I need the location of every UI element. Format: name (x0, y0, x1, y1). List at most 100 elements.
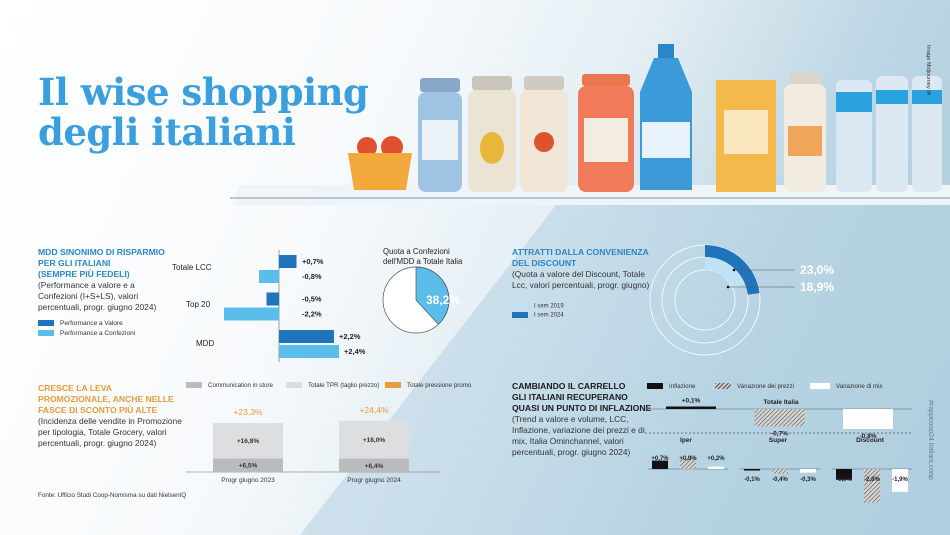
mdd-heading-3: (SEMPRE PIÙ FEDELI) (38, 269, 130, 279)
pie-title-2: dell'MDD a Totale Italia (383, 257, 463, 266)
pie-slice (415, 266, 450, 325)
segment-label: +18,0% (363, 437, 385, 444)
shelf-products-illustration (348, 44, 942, 192)
category-label: MDD (196, 339, 215, 348)
segment-label: +6,5% (239, 463, 258, 470)
data-label: +2,4% (344, 347, 366, 356)
jar-icon (418, 78, 462, 192)
pie-title-1: Quota a Confezioni (383, 247, 450, 256)
discount-heading-1: ATTRATTI DALLA CONVENIENZA (512, 247, 649, 257)
donut-ring (674, 269, 736, 331)
discount-subtitle: (Quota a valore del Discount, Totale Lcc… (512, 269, 650, 290)
inflation-heading-1: CAMBIANDO IL CARRELLO (512, 381, 626, 391)
bar (772, 469, 788, 474)
legend-swatch (186, 382, 202, 389)
leader-dot (732, 268, 736, 272)
promo-heading-2: PROMOZIONALE, ANCHE NELLE (38, 394, 174, 404)
segment-label: +16,8% (237, 438, 259, 445)
stacked-bar-segment (339, 458, 409, 472)
legend-label: I sem 2019 (534, 303, 564, 310)
bar (843, 409, 893, 429)
total-label: +24,4% (359, 405, 389, 415)
promo-heading-1: CRESCE LA LEVA (38, 383, 113, 393)
legend-2024: I sem 2024 (512, 311, 652, 318)
legend-communication: Communication in store (186, 382, 273, 389)
bar (864, 469, 880, 503)
total-label: +23,3% (233, 407, 263, 417)
legend-swatch (385, 382, 401, 389)
donut-label-2024: 23,0% (800, 263, 834, 277)
panel-title: Discount (856, 437, 885, 444)
legend-inflazione: Inflazione (647, 383, 696, 390)
data-label: -0,1% (744, 477, 760, 483)
page-title: Il wise shopping degli italiani (38, 72, 369, 154)
inflation-subtitle: (Trend a valore e volume, LCC, Inflazion… (512, 414, 645, 457)
legend-mix: Variazione di mix (810, 383, 883, 390)
discount-heading-2: DEL DISCOUNT (512, 258, 577, 268)
inflation-section-text: CAMBIANDO IL CARRELLO GLI ITALIANI RECUP… (512, 381, 657, 458)
bar-confezioni (224, 307, 279, 321)
legend-valore: Performance a Valore (38, 320, 173, 327)
bar (836, 469, 852, 480)
bar-valore (266, 292, 279, 306)
jar-icon (468, 76, 516, 192)
legend-label: Performance a Valore (60, 320, 123, 327)
legend-label: Communication in store (208, 382, 273, 389)
title-line-2: degli italiani (38, 110, 296, 154)
data-label: +2,2% (339, 332, 361, 341)
box-icon (716, 80, 776, 192)
legend-label: Totale TPR (taglio prezzo) (308, 382, 380, 389)
inflation-heading-3: QUASI UN PUNTO DI INFLAZIONE (512, 403, 652, 413)
bar-valore (279, 255, 297, 268)
bar-valore (279, 330, 334, 343)
legend-confezioni: Performance a Confezioni (38, 330, 173, 337)
legend-totale-promo: Totale pressione promo (385, 382, 471, 389)
data-label: -0,7% (771, 431, 788, 438)
legend-swatch (715, 383, 731, 390)
category-label: Progr giugno 2024 (347, 477, 401, 484)
data-label: -0,8% (302, 272, 322, 281)
bar (892, 469, 908, 492)
jar-icon (784, 72, 826, 192)
bar (652, 460, 668, 469)
legend-swatch (647, 383, 663, 390)
stacked-bar-segment (213, 458, 283, 472)
category-label: Totale LCC (172, 263, 212, 272)
mdd-heading-1: MDD SINONIMO DI RISPARMIO (38, 247, 165, 257)
legend-swatch (38, 320, 54, 327)
panel-title: Super (769, 437, 788, 444)
legend-swatch (512, 303, 528, 309)
data-label: -1,9% (892, 477, 908, 483)
bottle-icon (876, 76, 908, 192)
source-note: Fonte: Ufficio Studi Coop-Nomisma su dat… (38, 492, 187, 499)
legend-label: Variazione di mix (836, 383, 883, 390)
jar-icon (520, 76, 568, 192)
legend-2019: I sem 2019 (512, 303, 652, 310)
promo-subtitle: (Incidenza delle vendite in Promozione p… (38, 416, 182, 448)
data-label: -0,8% (860, 433, 877, 440)
data-label: +0,7% (302, 257, 324, 266)
legend-label: Totale pressione promo (407, 382, 472, 389)
legend-swatch (512, 311, 528, 318)
data-label: -0,9% (836, 477, 852, 483)
legend-swatch (810, 383, 830, 390)
legend-tpr: Totale TPR (taglio prezzo) (286, 382, 379, 389)
data-label: +0,9% (679, 456, 697, 462)
mdd-section-text: MDD SINONIMO DI RISPARMIO PER GLI ITALIA… (38, 247, 173, 337)
stacked-bar-segment (339, 420, 409, 459)
data-label: -0,4% (772, 477, 788, 483)
bar-confezioni (279, 345, 339, 358)
segment-label: +6,4% (365, 463, 384, 470)
bar (680, 458, 696, 469)
category-label: Top 20 (186, 300, 211, 309)
legend-label: Performance a Confezioni (60, 330, 136, 337)
bar-confezioni (259, 270, 279, 283)
legend-swatch (38, 330, 54, 337)
pie-value-label: 38,2% (426, 293, 460, 307)
panel-title: Iper (680, 437, 692, 444)
leader-dot (726, 285, 730, 289)
category-label: Progr giugno 2023 (221, 477, 275, 484)
